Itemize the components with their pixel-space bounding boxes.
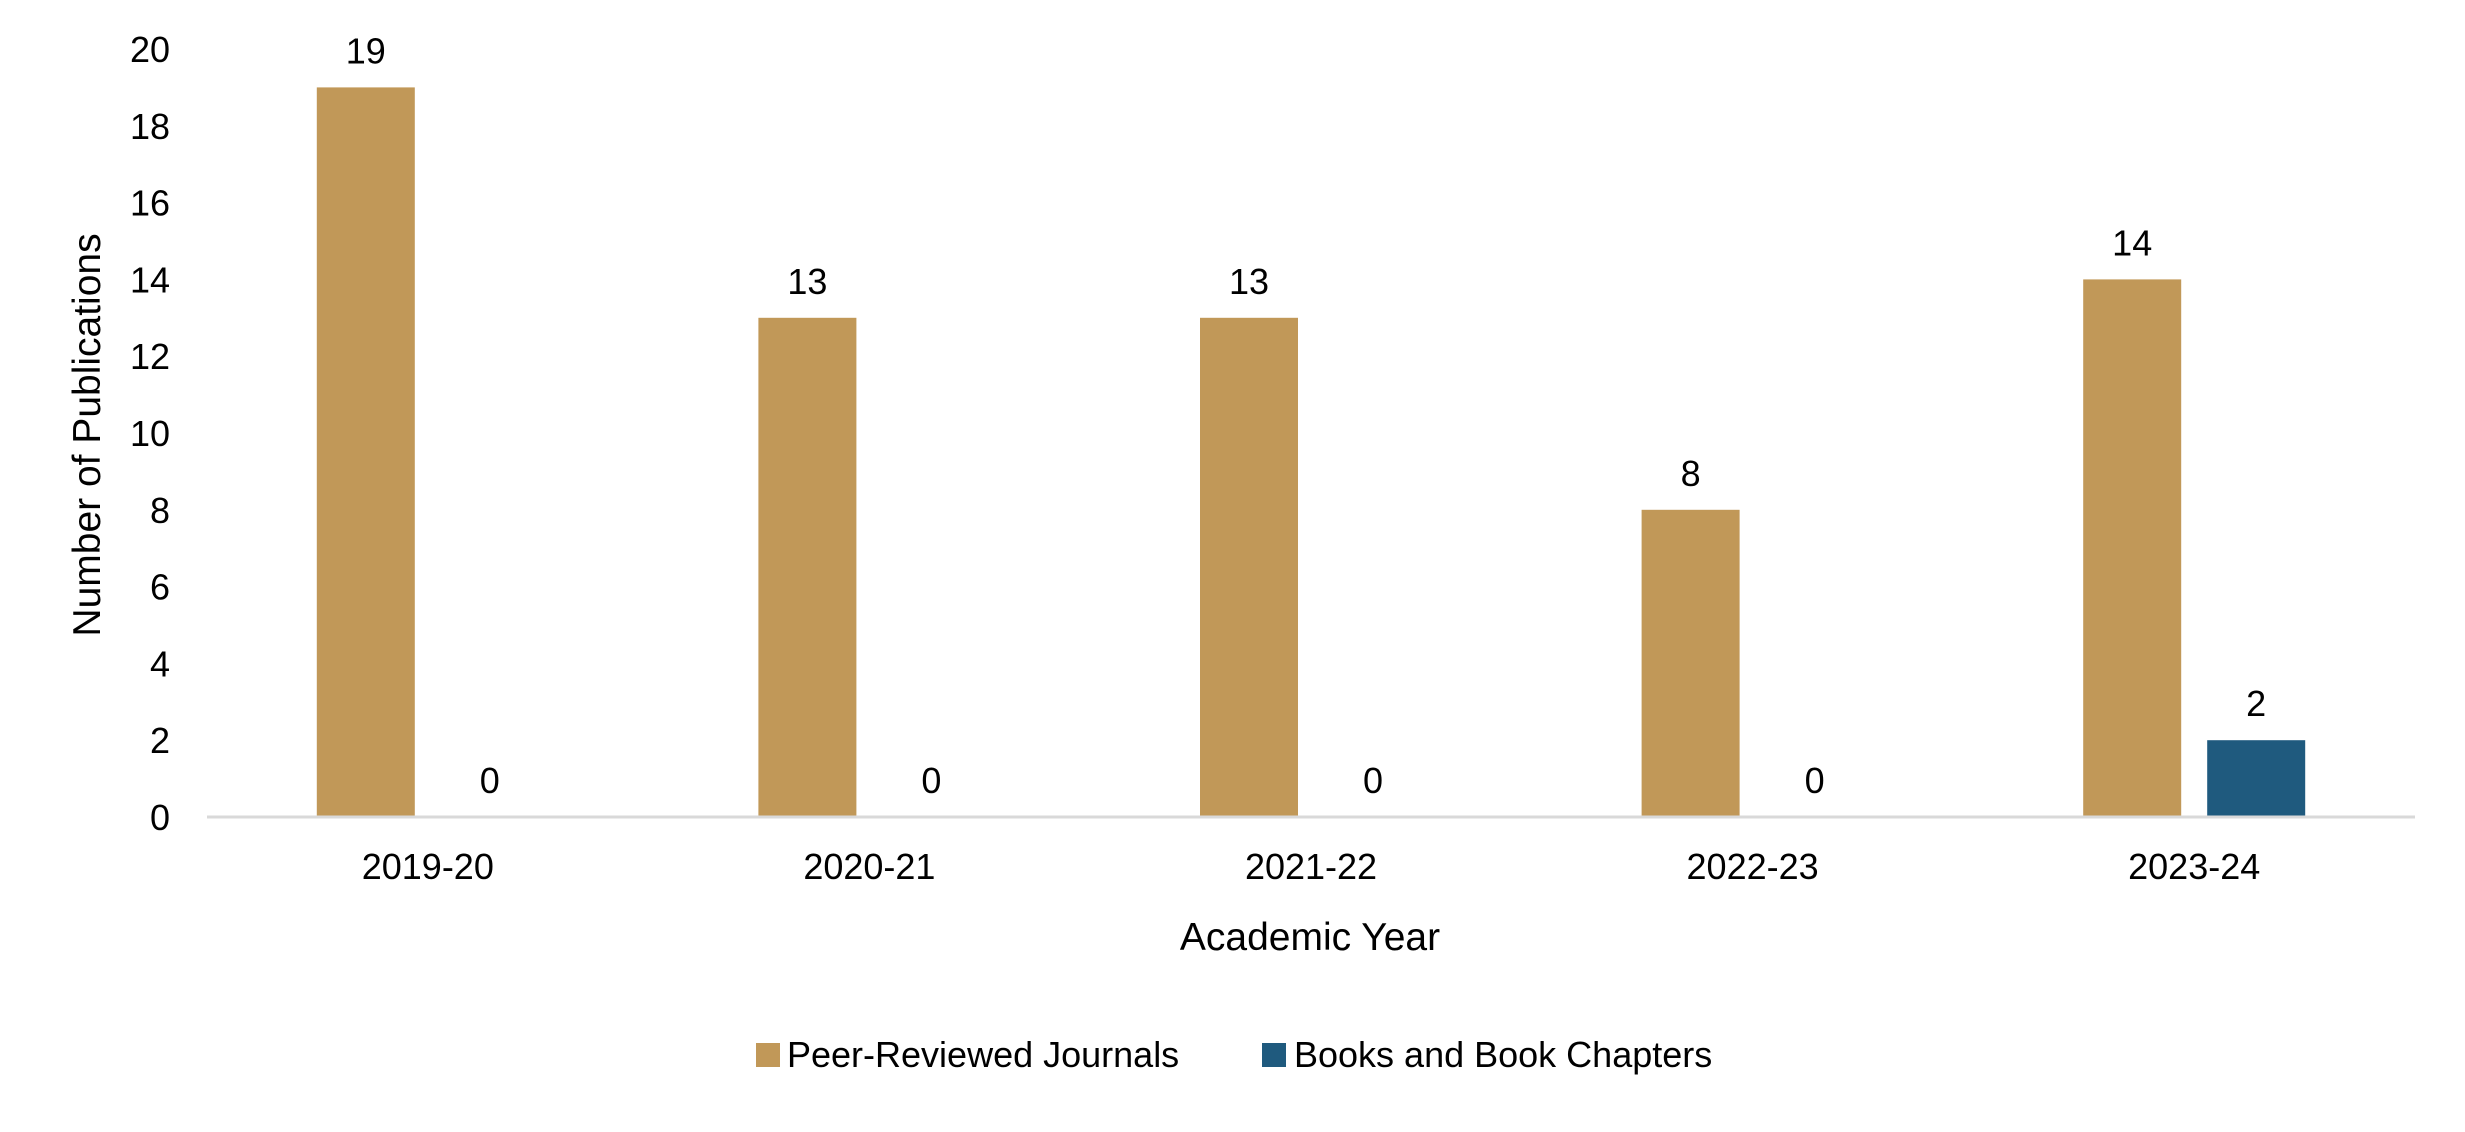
y-tick-label: 14 <box>130 259 170 300</box>
data-label: 13 <box>787 261 827 302</box>
legend-label: Books and Book Chapters <box>1294 1034 1712 1075</box>
x-tick-label: 2022-23 <box>1687 846 1819 887</box>
x-axis-ticks: 2019-20 2020-21 2021-22 2022-23 2023-24 <box>362 846 2261 887</box>
data-label: 0 <box>921 760 941 801</box>
y-tick-label: 2 <box>150 720 170 761</box>
x-tick-label: 2023-24 <box>2128 846 2260 887</box>
y-tick-label: 12 <box>130 336 170 377</box>
bar <box>316 87 415 817</box>
legend: Peer-Reviewed Journals Books and Book Cha… <box>756 1034 1712 1075</box>
bar <box>2083 279 2182 817</box>
data-label: 0 <box>480 760 500 801</box>
x-tick-label: 2019-20 <box>362 846 494 887</box>
data-label: 0 <box>1805 760 1825 801</box>
bars <box>316 87 2306 817</box>
legend-label: Peer-Reviewed Journals <box>787 1034 1179 1075</box>
y-tick-label: 20 <box>130 29 170 70</box>
legend-swatch <box>1262 1043 1286 1067</box>
data-label: 2 <box>2246 683 2266 724</box>
data-label: 14 <box>2112 222 2152 263</box>
x-tick-label: 2020-21 <box>803 846 935 887</box>
y-tick-label: 0 <box>150 797 170 838</box>
y-tick-label: 16 <box>130 183 170 224</box>
data-labels: 19 0 13 0 13 0 8 0 14 2 <box>346 30 2266 801</box>
data-label: 13 <box>1229 261 1269 302</box>
y-axis-title: Number of Publications <box>66 233 109 636</box>
bar <box>758 317 857 817</box>
x-axis-title: Academic Year <box>1180 916 1440 959</box>
x-tick-label: 2021-22 <box>1245 846 1377 887</box>
y-axis-ticks: 0 2 4 6 8 10 12 14 16 18 20 <box>130 29 170 838</box>
legend-swatch <box>756 1043 780 1067</box>
data-label: 8 <box>1681 453 1701 494</box>
y-tick-label: 18 <box>130 106 170 147</box>
bar <box>2207 740 2306 817</box>
bar <box>1641 509 1740 817</box>
data-label: 19 <box>346 30 386 71</box>
y-tick-label: 4 <box>150 643 170 684</box>
bar <box>1200 317 1298 817</box>
data-label: 0 <box>1363 760 1383 801</box>
y-tick-label: 10 <box>130 413 170 454</box>
y-tick-label: 8 <box>150 490 170 531</box>
y-tick-label: 6 <box>150 567 170 608</box>
